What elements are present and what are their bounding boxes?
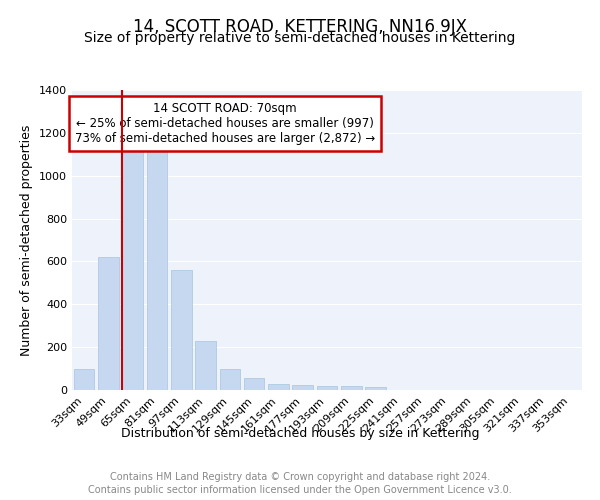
Bar [74, 368, 94, 390]
Bar [341, 386, 362, 390]
Bar [317, 386, 337, 390]
Bar [195, 340, 216, 390]
Text: Contains HM Land Registry data © Crown copyright and database right 2024.: Contains HM Land Registry data © Crown c… [110, 472, 490, 482]
Bar [122, 148, 143, 390]
Bar [365, 387, 386, 390]
Bar [244, 378, 265, 390]
Bar [220, 368, 240, 390]
Text: 14 SCOTT ROAD: 70sqm
← 25% of semi-detached houses are smaller (997)
73% of semi: 14 SCOTT ROAD: 70sqm ← 25% of semi-detac… [75, 102, 375, 145]
Bar [268, 384, 289, 390]
Bar [292, 384, 313, 390]
Bar [146, 148, 167, 390]
Text: 14, SCOTT ROAD, KETTERING, NN16 9JX: 14, SCOTT ROAD, KETTERING, NN16 9JX [133, 18, 467, 36]
Text: Distribution of semi-detached houses by size in Kettering: Distribution of semi-detached houses by … [121, 428, 479, 440]
Bar [171, 270, 191, 390]
Text: Size of property relative to semi-detached houses in Kettering: Size of property relative to semi-detach… [85, 31, 515, 45]
Bar [98, 257, 119, 390]
Text: Contains public sector information licensed under the Open Government Licence v3: Contains public sector information licen… [88, 485, 512, 495]
Y-axis label: Number of semi-detached properties: Number of semi-detached properties [20, 124, 34, 356]
